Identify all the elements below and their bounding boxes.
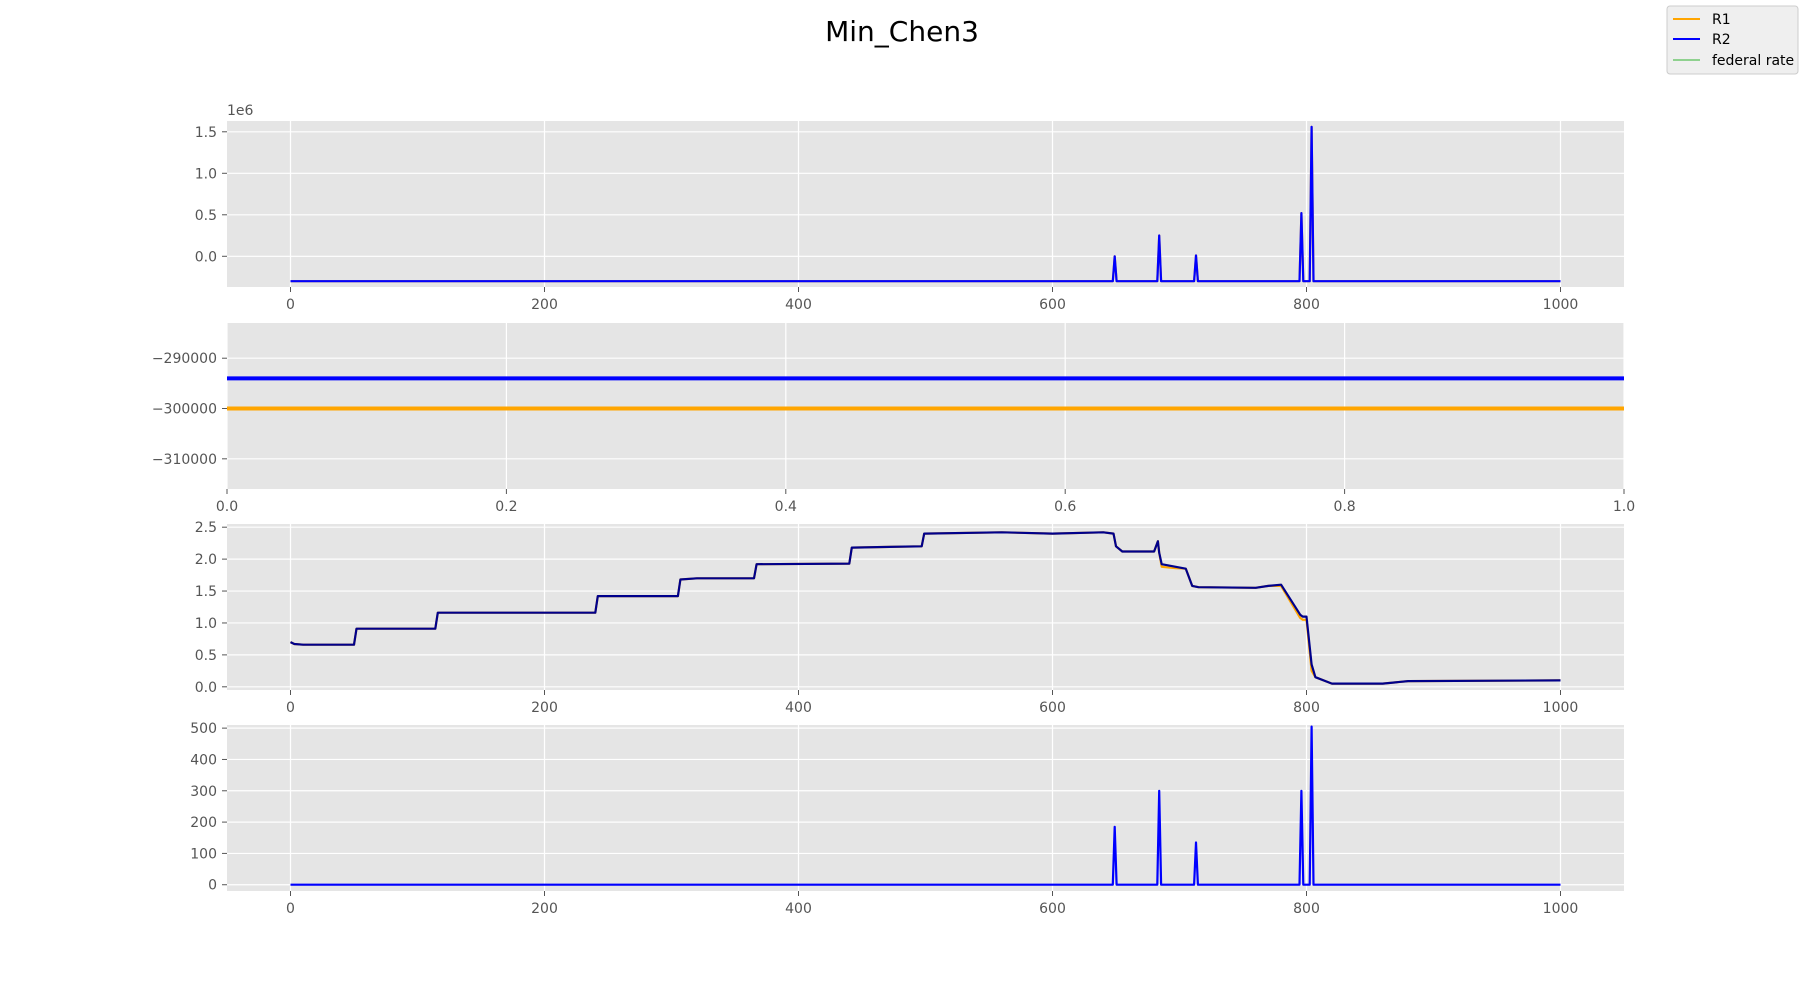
panel1-y-tick-label: 1.0: [195, 166, 217, 182]
panel2-x-tick-label: 0.0: [216, 499, 238, 515]
panel1-x-tick-label: 0: [286, 297, 295, 313]
panel2-x-tick-label: 0.6: [1054, 499, 1076, 515]
panel2-y-tick-label: −290000: [152, 351, 217, 367]
figure-title: Min_Chen3: [825, 15, 979, 48]
panel2-x-tick-label: 0.8: [1333, 499, 1355, 515]
panel3-y-tick-label: 1.0: [195, 616, 217, 632]
panel1-x-tick-label: 1000: [1543, 297, 1579, 313]
panel4-series-r2-line: [290, 725, 1561, 886]
panel3-x-tick-label: 0: [286, 700, 295, 716]
panel3-y-tick-label: 2.5: [195, 520, 217, 536]
panel3-x-tick-label: 200: [531, 700, 558, 716]
legend-box: [1666, 5, 1799, 75]
panel4-x-tick-label: 0: [286, 901, 295, 917]
panel4-y-tick-label: 500: [190, 721, 217, 737]
panel3-x-tick-label: 400: [785, 700, 812, 716]
panel3-x-tick-label: 600: [1039, 700, 1066, 716]
panel1-plot-area: [227, 121, 1624, 287]
panel3-series-r2-line: [290, 531, 1561, 685]
panel3-plot-area: [227, 524, 1624, 690]
panel-3: 0 200 400 600 800 1000 0.0 0.5 1.0 1.5 2.0 2.5: [195, 520, 1624, 716]
legend: R1 R2 federal rate: [1666, 5, 1799, 75]
panel1-x-tick-label: 600: [1039, 297, 1066, 313]
panel2-x-tick-label: 1.0: [1613, 499, 1635, 515]
panel4-plot-area: [227, 725, 1624, 891]
panel2-plot-area: [227, 323, 1624, 489]
panel3-x-tick-label: 1000: [1543, 700, 1579, 716]
panel1-x-tick-label: 400: [785, 297, 812, 313]
panel4-y-tick-label: 100: [190, 846, 217, 862]
panel3-y-tick-label: 0.5: [195, 648, 217, 664]
legend-label-r2: R2: [1712, 32, 1731, 48]
panel4-y-tick-label: 0: [208, 878, 217, 894]
panel4-x-tick-label: 600: [1039, 901, 1066, 917]
panel1-x-tick-label: 800: [1293, 297, 1320, 313]
panel1-y-tick-label: 0.0: [195, 249, 217, 265]
panel3-y-tick-label: 1.5: [195, 584, 217, 600]
panel4-x-tick-label: 200: [531, 901, 558, 917]
panel2-y-tick-label: −300000: [152, 402, 217, 418]
panel1-y-tick-label: 1.5: [195, 125, 217, 141]
legend-label-r1: R1: [1712, 12, 1731, 28]
panel4-x-tick-label: 400: [785, 901, 812, 917]
panel3-y-tick-label: 0.0: [195, 680, 217, 696]
panel4-x-tick-label: 800: [1293, 901, 1320, 917]
panel3-x-tick-label: 800: [1293, 700, 1320, 716]
panel1-y-tick-label: 0.5: [195, 208, 217, 224]
panel4-y-tick-label: 300: [190, 784, 217, 800]
panel1-series-r2-line: [290, 125, 1561, 283]
panel2-y-tick-label: −310000: [152, 452, 217, 468]
panel-1: 0 200 400 600 800 1000 0.0 0.5 1.0 1.5 1e6: [195, 103, 1624, 313]
panel4-y-tick-label: 400: [190, 752, 217, 768]
panel-2: 0.0 0.2 0.4 0.6 0.8 1.0 −310000 −300000 −290000: [152, 323, 1635, 515]
legend-label-federal-rate: federal rate: [1712, 53, 1794, 69]
panel2-x-tick-label: 0.2: [495, 499, 517, 515]
panel1-x-tick-label: 200: [531, 297, 558, 313]
panel4-x-tick-label: 1000: [1543, 901, 1579, 917]
panel3-y-tick-label: 2.0: [195, 552, 217, 568]
panel4-y-tick-label: 200: [190, 815, 217, 831]
panel-4: 0 200 400 600 800 1000 0 100 200 300 400 500: [190, 721, 1624, 917]
panel1-y-offset-label: 1e6: [227, 103, 254, 119]
panel2-x-tick-label: 0.4: [775, 499, 797, 515]
